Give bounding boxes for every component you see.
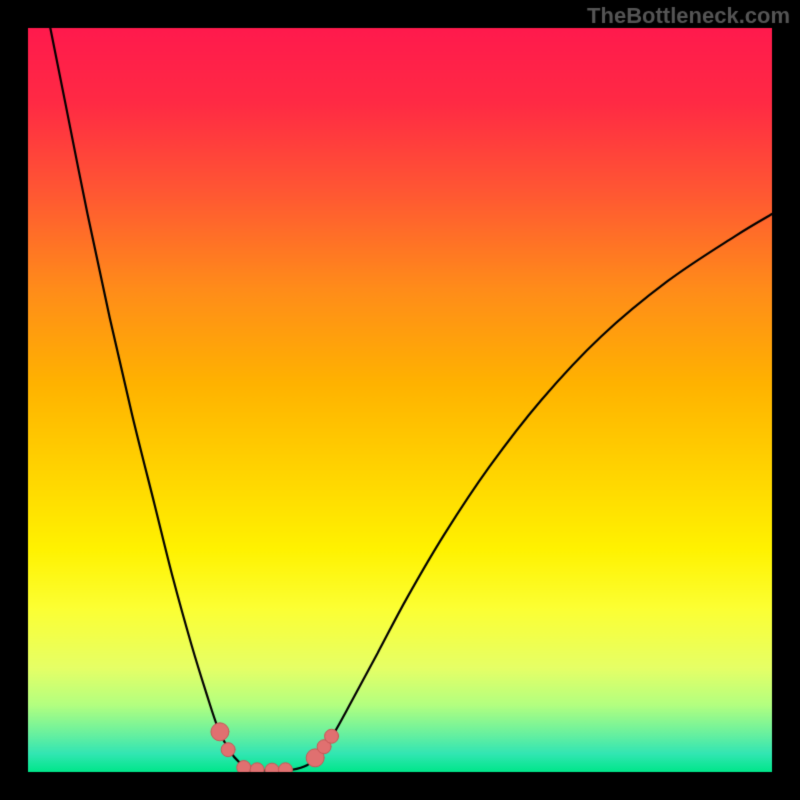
bottleneck-chart — [0, 0, 800, 800]
